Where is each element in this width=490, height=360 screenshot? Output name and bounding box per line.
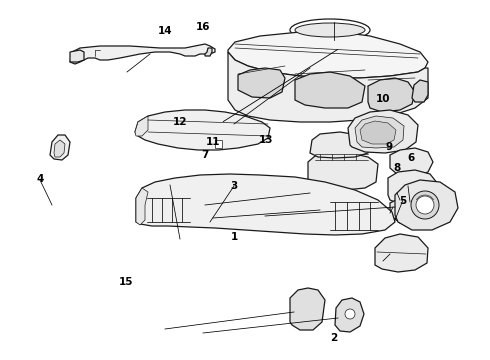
Bar bbox=[279, 202, 289, 218]
Polygon shape bbox=[136, 188, 148, 225]
Text: 2: 2 bbox=[331, 333, 338, 343]
Text: 8: 8 bbox=[393, 163, 400, 174]
Text: 14: 14 bbox=[158, 26, 173, 36]
Polygon shape bbox=[136, 174, 395, 235]
Polygon shape bbox=[390, 196, 435, 224]
Polygon shape bbox=[70, 44, 215, 64]
Bar bbox=[294, 296, 316, 302]
Polygon shape bbox=[135, 110, 270, 150]
Polygon shape bbox=[290, 288, 325, 330]
Circle shape bbox=[345, 309, 355, 319]
Polygon shape bbox=[310, 132, 370, 158]
Polygon shape bbox=[395, 180, 458, 230]
Text: 7: 7 bbox=[201, 150, 209, 160]
Bar bbox=[255, 202, 265, 218]
Bar bbox=[294, 312, 316, 318]
Bar bbox=[243, 202, 253, 218]
Polygon shape bbox=[54, 140, 65, 157]
Text: 10: 10 bbox=[376, 94, 391, 104]
Polygon shape bbox=[205, 48, 212, 56]
Text: 16: 16 bbox=[196, 22, 211, 32]
Text: 4: 4 bbox=[36, 174, 44, 184]
Polygon shape bbox=[50, 135, 70, 160]
Polygon shape bbox=[375, 234, 428, 272]
Circle shape bbox=[416, 196, 434, 214]
Text: 1: 1 bbox=[231, 232, 238, 242]
Bar bbox=[294, 304, 316, 310]
Polygon shape bbox=[228, 52, 428, 122]
Circle shape bbox=[411, 191, 439, 219]
Polygon shape bbox=[135, 116, 148, 136]
Ellipse shape bbox=[290, 19, 370, 41]
Polygon shape bbox=[238, 68, 285, 98]
Text: 3: 3 bbox=[231, 181, 238, 192]
Bar bbox=[267, 202, 277, 218]
Polygon shape bbox=[295, 72, 365, 108]
Polygon shape bbox=[70, 50, 84, 62]
Text: 11: 11 bbox=[206, 137, 220, 147]
Polygon shape bbox=[308, 153, 378, 190]
Text: 12: 12 bbox=[173, 117, 188, 127]
Polygon shape bbox=[412, 80, 428, 102]
Ellipse shape bbox=[295, 23, 365, 37]
Polygon shape bbox=[215, 140, 222, 148]
Text: 13: 13 bbox=[258, 135, 273, 145]
Polygon shape bbox=[368, 78, 415, 112]
Text: 9: 9 bbox=[386, 142, 393, 152]
Text: 15: 15 bbox=[119, 276, 134, 287]
Polygon shape bbox=[335, 298, 364, 332]
Polygon shape bbox=[348, 110, 418, 153]
Text: 5: 5 bbox=[399, 196, 406, 206]
Polygon shape bbox=[390, 148, 433, 176]
Polygon shape bbox=[388, 170, 438, 205]
Polygon shape bbox=[228, 32, 428, 78]
Polygon shape bbox=[355, 116, 404, 148]
Text: 6: 6 bbox=[407, 153, 414, 163]
Polygon shape bbox=[360, 121, 396, 144]
